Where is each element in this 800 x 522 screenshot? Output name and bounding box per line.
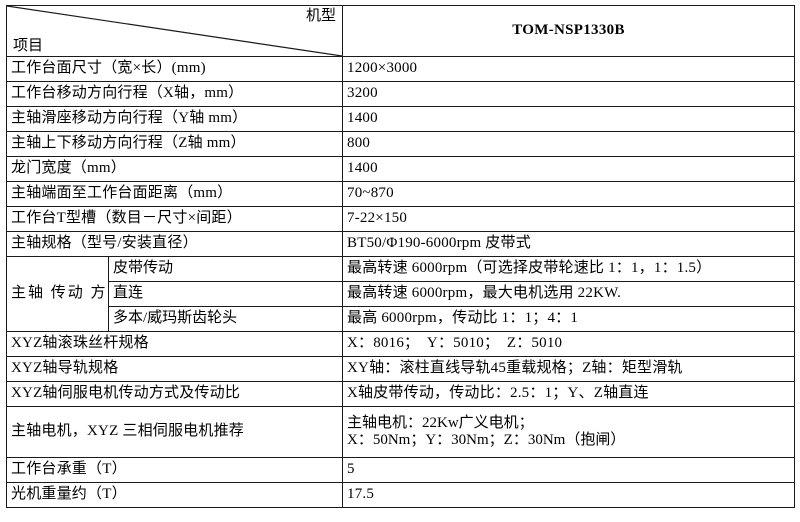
table-row-transmission-gearhead: 多本/威玛斯齿轮头 最高 6000rpm，传动比 1：1；4：1 — [7, 306, 795, 332]
table-row: 工作台面尺寸（宽×长）(mm) 1200×3000 — [6, 56, 795, 82]
row-value: 5 — [342, 457, 795, 483]
motor-row-label: 主轴电机，XYZ 三相伺服电机推荐 — [6, 406, 343, 458]
row-value: X轴皮带传动，传动比：2.5：1；Y、Z轴直连 — [342, 381, 795, 407]
table-row: XYZ轴伺服电机传动方式及传动比 X轴皮带传动，传动比：2.5：1；Y、Z轴直连 — [6, 381, 795, 407]
row-label: 工作台移动方向行程（X轴，mm） — [6, 81, 343, 107]
transmission-sub-label: 皮带传动 — [108, 256, 343, 282]
motor-value-line-1: 主轴电机：22Kw广义电机； — [347, 414, 534, 431]
transmission-sub-value: 最高转速 6000rpm（可选择皮带轮速比 1：1，1：1.5） — [342, 256, 795, 282]
row-label: XYZ轴导轨规格 — [6, 356, 343, 382]
table-row: 主轴端面至工作台面距离（mm） 70~870 — [6, 181, 795, 207]
row-value: 1200×3000 — [342, 56, 795, 82]
row-label: 工作台T型槽（数目－尺寸×间距） — [6, 206, 343, 232]
diagonal-divider-line — [7, 6, 342, 56]
header-item-label: 项目 — [13, 37, 44, 54]
row-value: 7-22×150 — [342, 206, 795, 232]
transmission-sub-value: 最高 6000rpm，传动比 1：1；4：1 — [342, 306, 795, 332]
table-row: 工作台移动方向行程（X轴，mm） 3200 — [6, 81, 795, 107]
table-row: XYZ轴导轨规格 XY轴：滚柱直线导轨45重载规格；Z轴：矩型滑轨 — [6, 356, 795, 382]
row-value: 17.5 — [342, 482, 795, 508]
row-value: 70~870 — [342, 181, 795, 207]
row-value: 3200 — [342, 81, 795, 107]
row-label: 主轴滑座移动方向行程（Y轴 mm） — [6, 106, 343, 132]
row-value: X：8016； Y：5010； Z：5010 — [342, 331, 795, 357]
transmission-group-label: 主轴 传动 方式 — [6, 256, 109, 332]
row-label: 工作台面尺寸（宽×长）(mm) — [6, 56, 343, 82]
row-label: 工作台承重（T） — [6, 457, 343, 483]
row-value: 1400 — [342, 156, 795, 182]
row-value: BT50/Φ190-6000rpm 皮带式 — [342, 231, 795, 257]
row-label: XYZ轴滚珠丝杆规格 — [6, 331, 343, 357]
header-model-label: 机型 — [305, 8, 336, 24]
table-row-motor: 主轴电机，XYZ 三相伺服电机推荐 主轴电机：22Kw广义电机； X：50Nm；… — [6, 406, 795, 458]
table-row: 主轴滑座移动方向行程（Y轴 mm） 1400 — [6, 106, 795, 132]
table-row: XYZ轴滚珠丝杆规格 X：8016； Y：5010； Z：5010 — [6, 331, 795, 357]
row-label: 主轴上下移动方向行程（Z轴 mm） — [6, 131, 343, 157]
table-row: 工作台承重（T） 5 — [6, 457, 795, 483]
header-model-name: TOM-NSP1330B — [342, 5, 795, 57]
row-label: XYZ轴伺服电机传动方式及传动比 — [6, 381, 343, 407]
table-row: 工作台T型槽（数目－尺寸×间距） 7-22×150 — [6, 206, 795, 232]
table-row: 光机重量约（T） 17.5 — [6, 482, 795, 508]
header-corner-cell: 机型 项目 — [6, 5, 343, 57]
transmission-sub-label: 多本/威玛斯齿轮头 — [108, 306, 343, 332]
row-label: 主轴端面至工作台面距离（mm） — [6, 181, 343, 207]
table-row: 主轴规格（型号/安装直径） BT50/Φ190-6000rpm 皮带式 — [6, 231, 795, 257]
row-label: 光机重量约（T） — [6, 482, 343, 508]
table-row: 主轴上下移动方向行程（Z轴 mm） 800 — [6, 131, 795, 157]
row-value: 800 — [342, 131, 795, 157]
table-row-transmission-belt: 主轴 传动 方式 皮带传动 最高转速 6000rpm（可选择皮带轮速比 1：1，… — [6, 256, 795, 332]
motor-row-value: 主轴电机：22Kw广义电机； X：50Nm；Y：30Nm；Z：30Nm（抱闸） — [342, 406, 795, 458]
transmission-sub-label: 直连 — [108, 281, 343, 307]
row-label: 龙门宽度（mm） — [6, 156, 343, 182]
table-header-row: 机型 项目 TOM-NSP1330B — [6, 5, 795, 57]
specification-table: 机型 项目 TOM-NSP1330B 工作台面尺寸（宽×长）(mm) 1200×… — [6, 5, 795, 508]
table-row-transmission-direct: 直连 最高转速 6000rpm，最大电机选用 22KW. — [7, 281, 795, 307]
motor-value-line-2: X：50Nm；Y：30Nm；Z：30Nm（抱闸） — [347, 432, 626, 448]
row-label: 主轴规格（型号/安装直径） — [6, 231, 343, 257]
transmission-sub-value: 最高转速 6000rpm，最大电机选用 22KW. — [342, 281, 795, 307]
table-row: 龙门宽度（mm） 1400 — [6, 156, 795, 182]
row-value: XY轴：滚柱直线导轨45重载规格；Z轴：矩型滑轨 — [342, 356, 795, 382]
row-value: 1400 — [342, 106, 795, 132]
